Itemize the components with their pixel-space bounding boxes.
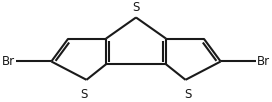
Text: S: S — [184, 88, 192, 101]
Text: Br: Br — [2, 55, 15, 68]
Text: S: S — [80, 88, 88, 101]
Text: Br: Br — [257, 55, 270, 68]
Text: S: S — [132, 1, 140, 14]
